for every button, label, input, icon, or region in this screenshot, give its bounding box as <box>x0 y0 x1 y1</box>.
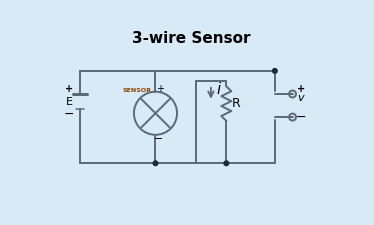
Text: R: R <box>232 97 241 110</box>
Circle shape <box>153 161 158 166</box>
Text: +: + <box>297 84 305 94</box>
Text: −: − <box>154 134 163 144</box>
Text: −: − <box>64 108 74 121</box>
Text: +: + <box>65 84 73 94</box>
Circle shape <box>224 161 229 166</box>
Text: 3-wire Sensor: 3-wire Sensor <box>132 31 251 46</box>
Text: SENSOR: SENSOR <box>123 88 151 93</box>
Text: $i$: $i$ <box>215 81 222 97</box>
Text: −: − <box>296 111 306 124</box>
Text: $v$: $v$ <box>297 93 306 103</box>
Text: E: E <box>66 97 73 107</box>
Circle shape <box>273 69 277 73</box>
Text: +: + <box>156 84 164 94</box>
